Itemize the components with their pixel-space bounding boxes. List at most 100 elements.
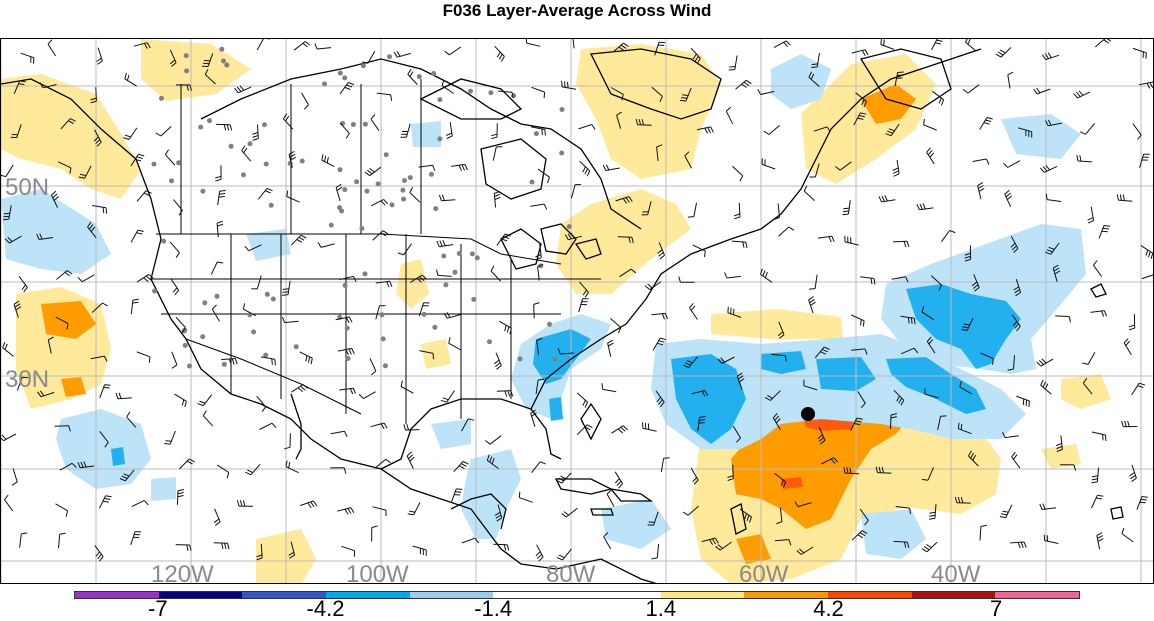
wind-barb <box>293 41 311 51</box>
wind-barb <box>809 274 818 290</box>
wind-barb <box>493 352 502 370</box>
wind-barb <box>773 40 791 49</box>
station-dot <box>471 296 477 302</box>
wind-barb <box>682 505 699 516</box>
station-dot <box>432 324 438 330</box>
wind-barb <box>803 379 818 391</box>
station-dot <box>383 152 389 158</box>
wind-barb <box>602 164 620 171</box>
wind-barb <box>251 275 262 290</box>
station-dot <box>389 202 395 208</box>
wind-barb <box>1094 39 1112 48</box>
wind-barb <box>651 312 668 320</box>
station-dot <box>431 71 437 76</box>
wind-barb <box>409 186 421 203</box>
wind-barb <box>724 272 741 279</box>
wind-barb <box>299 351 313 365</box>
wind-barb <box>655 390 665 408</box>
wind-barb <box>448 337 462 351</box>
station-dot <box>247 141 253 147</box>
wind-barb <box>13 80 26 94</box>
colorbar-segment <box>409 592 494 598</box>
wind-barb <box>820 457 839 465</box>
wind-barb <box>1002 431 1019 439</box>
colorbar-label: 1.4 <box>645 596 677 621</box>
station-dots <box>151 46 572 369</box>
wind-barb <box>242 303 257 317</box>
wind-barb <box>921 467 934 481</box>
wind-barb <box>1 164 14 178</box>
wind-barb <box>57 161 72 174</box>
wind-barb <box>337 347 355 356</box>
wind-barb <box>851 314 865 327</box>
wind-barb <box>256 39 270 51</box>
wind-barb <box>1091 431 1107 442</box>
wind-barb <box>400 380 414 394</box>
wind-barb <box>55 316 69 330</box>
wind-barb <box>1136 496 1148 510</box>
wind-barb <box>1139 81 1153 89</box>
wind-barb <box>556 472 572 484</box>
colorbar-segment <box>660 592 745 598</box>
wind-barb <box>764 390 781 401</box>
wind-barb <box>20 52 35 64</box>
wind-barb <box>1082 378 1093 395</box>
wind-barb <box>1007 71 1014 89</box>
wind-barb <box>610 87 624 101</box>
wind-barb <box>689 302 698 320</box>
wind-barb <box>339 82 355 95</box>
wind-barb <box>372 506 387 517</box>
wind-barb <box>1090 310 1108 317</box>
wind-barb <box>1045 119 1062 127</box>
station-dot <box>379 312 385 318</box>
wind-barb <box>601 383 617 393</box>
wind-barb <box>171 351 178 369</box>
wind-barbs <box>1 39 1153 562</box>
wind-barb <box>727 464 734 481</box>
wind-barb <box>980 352 994 365</box>
station-dot <box>221 361 227 367</box>
wind-barb <box>885 123 900 137</box>
wind-barb <box>959 380 973 395</box>
station-dot <box>407 175 413 181</box>
station-dot <box>443 282 449 288</box>
wind-barb <box>776 507 783 525</box>
wind-barb <box>201 53 214 68</box>
wind-barb <box>93 129 102 147</box>
wind-barb <box>216 220 224 238</box>
station-dot <box>437 97 443 103</box>
wind-barb <box>774 473 787 488</box>
wind-barb <box>4 494 14 512</box>
colorbar-labels: -7 -4.2 -1.4 1.4 4.2 7 <box>0 598 1154 620</box>
wind-barb <box>531 461 546 474</box>
station-dot <box>251 329 257 335</box>
wind-barb <box>1052 264 1061 282</box>
wind-barb <box>335 316 353 324</box>
wind-barb <box>1055 315 1071 323</box>
wind-barb <box>19 532 28 548</box>
wind-barb <box>900 347 919 355</box>
wind-barb <box>610 318 622 334</box>
wind-barb <box>10 124 22 139</box>
wind-barb <box>256 395 267 412</box>
wind-barb <box>170 278 180 296</box>
wind-barb <box>1132 47 1147 59</box>
wind-barb <box>612 42 629 53</box>
station-dot <box>402 178 407 183</box>
wind-barb <box>78 165 92 179</box>
colorbar-segment <box>75 592 159 598</box>
wind-barb <box>851 49 869 56</box>
wind-barb <box>725 106 734 125</box>
wind-barb <box>130 229 144 243</box>
wind-barb <box>684 151 693 169</box>
wind-barb <box>175 316 186 333</box>
wind-barb <box>773 203 780 220</box>
station-dot <box>337 70 343 76</box>
wind-barb <box>123 127 138 140</box>
station-dot <box>159 95 164 101</box>
wind-barb <box>37 390 55 398</box>
wind-barb <box>535 544 544 562</box>
wind-barb <box>364 166 382 177</box>
station-dot <box>183 53 189 59</box>
wind-barb <box>1082 352 1096 365</box>
